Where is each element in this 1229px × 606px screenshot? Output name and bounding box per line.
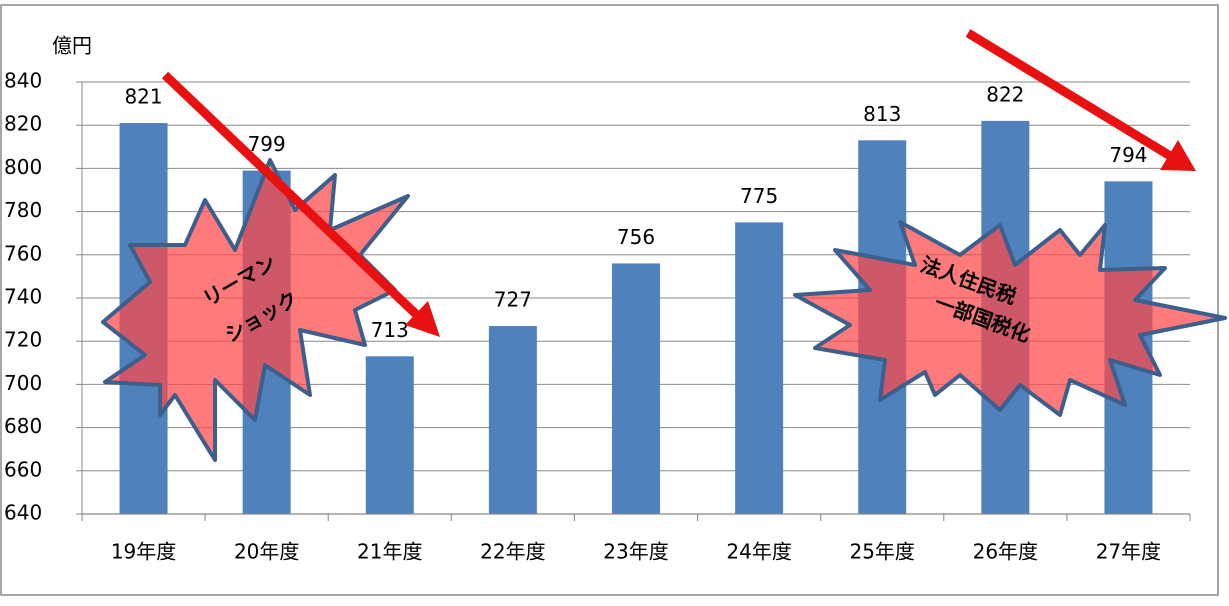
y-tick-label: 740 <box>4 285 42 309</box>
value-label: 821 <box>124 85 162 109</box>
x-tick-label: 26年度 <box>973 540 1038 564</box>
value-label: 813 <box>863 102 901 126</box>
y-tick-label: 760 <box>4 241 42 265</box>
value-label: 756 <box>617 225 655 249</box>
y-tick-label: 780 <box>4 198 42 222</box>
value-label: 799 <box>248 132 286 156</box>
y-tick-label: 820 <box>4 112 42 136</box>
bar <box>365 356 414 514</box>
arrow <box>965 29 1196 171</box>
x-tick-label: 22年度 <box>480 540 545 564</box>
bar <box>488 326 537 514</box>
y-tick-label: 700 <box>4 371 42 395</box>
y-tick-label: 680 <box>4 414 42 438</box>
x-tick-label: 25年度 <box>849 540 914 564</box>
y-tick-label: 720 <box>4 328 42 352</box>
x-tick-label: 23年度 <box>603 540 668 564</box>
value-label: 713 <box>371 318 409 342</box>
bar <box>735 222 784 514</box>
y-tick-label: 800 <box>4 155 42 179</box>
x-tick-label: 20年度 <box>234 540 299 564</box>
x-tick-label: 21年度 <box>357 540 422 564</box>
value-label: 822 <box>986 82 1024 106</box>
value-label: 775 <box>740 184 778 208</box>
x-tick-label: 24年度 <box>726 540 791 564</box>
x-tick-label: 19年度 <box>111 540 176 564</box>
value-label: 794 <box>1109 143 1147 167</box>
starburst <box>793 220 1227 417</box>
arrow <box>161 71 440 337</box>
y-tick-label: 660 <box>4 457 42 481</box>
y-tick-label: 840 <box>4 69 42 93</box>
bar <box>612 263 660 514</box>
y-axis-unit: 億円 <box>52 34 92 58</box>
x-tick-label: 27年度 <box>1096 540 1161 564</box>
y-tick-label: 640 <box>4 501 42 525</box>
value-label: 727 <box>494 288 532 312</box>
